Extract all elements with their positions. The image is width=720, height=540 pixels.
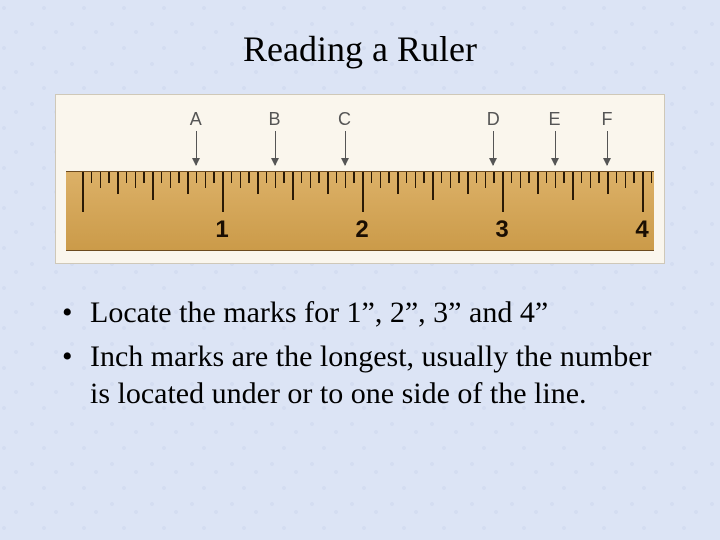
- ruler-figure: 1 2 3 4 A B C D E F: [55, 94, 665, 264]
- ruler-tick: [135, 172, 137, 188]
- pointer-label: A: [190, 109, 202, 130]
- pointer-label: B: [268, 109, 280, 130]
- ruler-tick: [546, 172, 548, 183]
- ruler-tick: [353, 172, 355, 183]
- ruler-tick: [310, 172, 312, 188]
- pointer-label: F: [602, 109, 613, 130]
- ruler-tick: [318, 172, 320, 183]
- ruler-tick: [450, 172, 452, 188]
- pointer-label: D: [487, 109, 500, 130]
- ruler-tick: [458, 172, 460, 183]
- pointer-arrow-icon: [196, 131, 197, 165]
- ruler-tick: [371, 172, 373, 183]
- ruler-tick: [240, 172, 242, 188]
- ruler-tick: [590, 172, 592, 188]
- ruler-tick: [100, 172, 102, 188]
- ruler-tick: [572, 172, 574, 200]
- list-item: Locate the marks for 1”, 2”, 3” and 4”: [90, 294, 660, 332]
- ruler-tick: [222, 172, 224, 212]
- ruler-tick: [108, 172, 110, 183]
- ruler-tick: [397, 172, 399, 194]
- ruler-tick: [170, 172, 172, 188]
- inch-label: 1: [215, 216, 228, 244]
- ruler-tick: [266, 172, 268, 183]
- ruler-tick: [82, 172, 84, 212]
- ruler-tick: [511, 172, 513, 183]
- pointer-label: C: [338, 109, 351, 130]
- ruler-tick: [117, 172, 119, 194]
- ruler-tick: [493, 172, 495, 183]
- ruler-tick: [283, 172, 285, 183]
- ruler-tick: [625, 172, 627, 188]
- ruler-tick: [231, 172, 233, 183]
- ruler-tick: [563, 172, 565, 183]
- ruler-tick: [336, 172, 338, 183]
- ruler-tick: [476, 172, 478, 183]
- ruler-tick: [633, 172, 635, 183]
- ruler-tick: [616, 172, 618, 183]
- pointer-arrow-icon: [345, 131, 346, 165]
- ruler-tick: [91, 172, 93, 183]
- ruler-tick: [345, 172, 347, 188]
- ruler-tick: [275, 172, 277, 188]
- ruler-tick: [187, 172, 189, 194]
- ruler-tick: [213, 172, 215, 183]
- ruler-tick: [555, 172, 557, 188]
- ruler-tick: [292, 172, 294, 200]
- ruler-tick: [406, 172, 408, 183]
- ruler-tick: [581, 172, 583, 183]
- ruler-tick: [178, 172, 180, 183]
- pointer-arrow-icon: [493, 131, 494, 165]
- page-title: Reading a Ruler: [0, 0, 720, 94]
- ruler-body: 1 2 3 4: [66, 171, 654, 251]
- pointer-arrow-icon: [555, 131, 556, 165]
- bullet-list: Locate the marks for 1”, 2”, 3” and 4” I…: [0, 294, 720, 413]
- ruler-tick: [161, 172, 163, 183]
- ruler-tick: [485, 172, 487, 188]
- inch-label: 2: [355, 216, 368, 244]
- ruler-tick: [143, 172, 145, 183]
- ruler-tick: [607, 172, 609, 194]
- ruler-tick: [528, 172, 530, 183]
- ruler-tick: [441, 172, 443, 183]
- ruler-tick: [415, 172, 417, 188]
- ruler-tick: [520, 172, 522, 188]
- ruler-tick: [651, 172, 653, 183]
- ruler-tick: [248, 172, 250, 183]
- ruler-tick: [502, 172, 504, 212]
- list-item: Inch marks are the longest, usually the …: [90, 338, 660, 413]
- ruler-tick: [362, 172, 364, 212]
- ruler-tick: [432, 172, 434, 200]
- ruler-tick: [126, 172, 128, 183]
- pointer-label: E: [548, 109, 560, 130]
- ruler-tick: [467, 172, 469, 194]
- ruler-tick: [642, 172, 644, 212]
- inch-label: 3: [495, 216, 508, 244]
- ruler-tick: [537, 172, 539, 194]
- ruler-tick: [257, 172, 259, 194]
- pointer-arrow-icon: [607, 131, 608, 165]
- inch-label: 4: [635, 216, 648, 244]
- ruler-tick: [598, 172, 600, 183]
- ruler-tick: [301, 172, 303, 183]
- pointer-arrow-icon: [275, 131, 276, 165]
- ruler-tick: [196, 172, 198, 183]
- ruler-tick: [152, 172, 154, 200]
- ruler-tick: [388, 172, 390, 183]
- ruler-tick: [423, 172, 425, 183]
- ruler-tick: [205, 172, 207, 188]
- ruler-tick: [380, 172, 382, 188]
- ruler-tick: [327, 172, 329, 194]
